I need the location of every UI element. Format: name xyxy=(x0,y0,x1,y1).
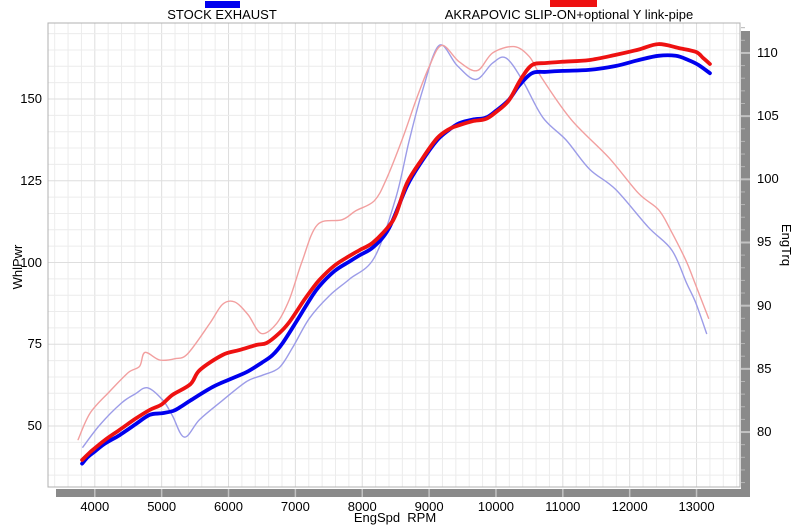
akrapovic-torque-curve xyxy=(77,44,710,441)
stock-power-curve xyxy=(80,53,712,466)
x-tick-label: 10000 xyxy=(477,499,515,514)
x-tick-label: 11000 xyxy=(545,499,581,514)
x-tick-label: 13000 xyxy=(678,499,715,514)
x-tick-label: 8000 xyxy=(347,499,377,514)
legend-label-akrapovic: AKRAPOVIC SLIP-ON+optional Y link-pipe xyxy=(444,7,694,22)
x-tick-label: 9000 xyxy=(414,499,444,514)
x-tick-label: 12000 xyxy=(611,499,648,514)
y-left-tick-label: 125 xyxy=(20,172,42,188)
y-right-tick-label: 110 xyxy=(757,44,778,60)
y-left-tick-label: 150 xyxy=(20,90,42,106)
y-right-tick-label: 95 xyxy=(757,234,772,250)
gridlines xyxy=(48,23,740,487)
y-left-tick-label: 50 xyxy=(27,418,42,433)
x-tick-label: 7000 xyxy=(280,499,310,514)
legend-swatch-akrapovic xyxy=(550,0,597,7)
x-axis-title: EngSpd RPM xyxy=(353,510,437,525)
y-right-tick-label: 100 xyxy=(757,171,779,187)
akrapovic-power-curve xyxy=(80,42,712,462)
y-left-tick-label: 100 xyxy=(20,254,42,270)
legend-swatch-stock xyxy=(205,1,240,8)
plot-frame xyxy=(47,22,741,488)
y-right-tick-label: 85 xyxy=(757,360,772,376)
y-right-tick-label: 90 xyxy=(757,297,772,313)
x-tick-label: 5000 xyxy=(147,499,177,514)
legend-label-stock: STOCK EXHAUST xyxy=(167,7,277,22)
plot-shadow-bars xyxy=(56,27,750,497)
y-left-tick-label: 75 xyxy=(27,336,42,352)
x-tick-label: 4000 xyxy=(80,499,110,514)
y-right-tick-label: 80 xyxy=(757,424,772,440)
x-tick-label: 6000 xyxy=(214,499,243,514)
y-right-tick-label: 105 xyxy=(757,108,779,124)
